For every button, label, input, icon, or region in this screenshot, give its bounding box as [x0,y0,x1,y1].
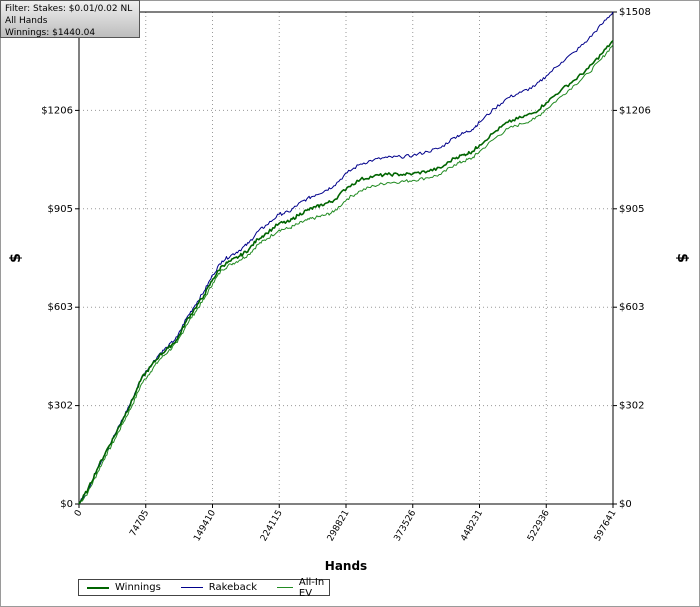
hands-text: All Hands [5,16,48,26]
legend-item-winnings: Winnings [87,582,161,593]
y-tick-label-right: $302 [619,401,644,412]
legend-item-rakeback: Rakeback [180,582,258,593]
x-tick-label: 149410 [192,508,218,543]
y-axis-label-right: $ [674,253,690,263]
y-axis-label-left: $ [8,253,24,263]
filter-info-box: Filter: Stakes: $0.01/0.02 NL All Hands … [0,0,140,38]
winnings-text: Winnings: $1440.04 [5,28,96,38]
series-lines [78,11,614,505]
y-tick-label-left: $905 [48,204,73,215]
x-tick-label: 298821 [326,509,352,544]
y-tick-label-right: $0 [619,499,632,510]
legend-swatch-rakeback [180,587,203,588]
legend: Winnings Rakeback All-In EV [78,577,330,599]
x-tick-label: 522936 [526,508,552,543]
legend-swatch-winnings [87,586,109,589]
x-tick-label: 373526 [393,508,419,543]
y-tick-label-right: $1206 [619,105,651,116]
series-line-all-in-ev [78,44,614,505]
legend-label-allin: All-In EV [298,576,325,599]
legend-label-rakeback: Rakeback [208,582,258,593]
x-tick-label: 74705 [128,509,151,539]
legend-label-winnings: Winnings [115,582,161,593]
y-tick-label-left: $0 [60,499,73,510]
grid [79,12,613,504]
x-tick-label: 448231 [459,509,485,544]
x-tick-label: 224115 [259,509,285,544]
legend-item-allin: All-In EV [277,577,329,599]
filter-text: Filter: Stakes: $0.01/0.02 NL [5,4,133,14]
y-tick-label-right: $603 [619,302,644,313]
x-axis-ticks: 0 74705 149410 224115 298821 373526 448231 5229… [73,504,619,543]
y-tick-label-left: $1206 [41,105,73,116]
y-tick-label-left: $603 [48,302,73,313]
y-axis-ticks: $0 $0 $302 $302 $603 $603 $905 $905 $1206 $1206 $1… [41,7,651,510]
x-axis-label: Hands [325,559,367,573]
series-line-rakeback [78,11,614,505]
y-tick-label-right: $1508 [619,7,651,18]
y-tick-label-left: $302 [48,401,73,412]
x-tick-label: 0 [73,508,85,518]
legend-swatch-allin [277,587,293,588]
x-tick-label: 597641 [593,509,619,544]
series-line-winnings [78,40,614,505]
y-tick-label-right: $905 [619,204,644,215]
